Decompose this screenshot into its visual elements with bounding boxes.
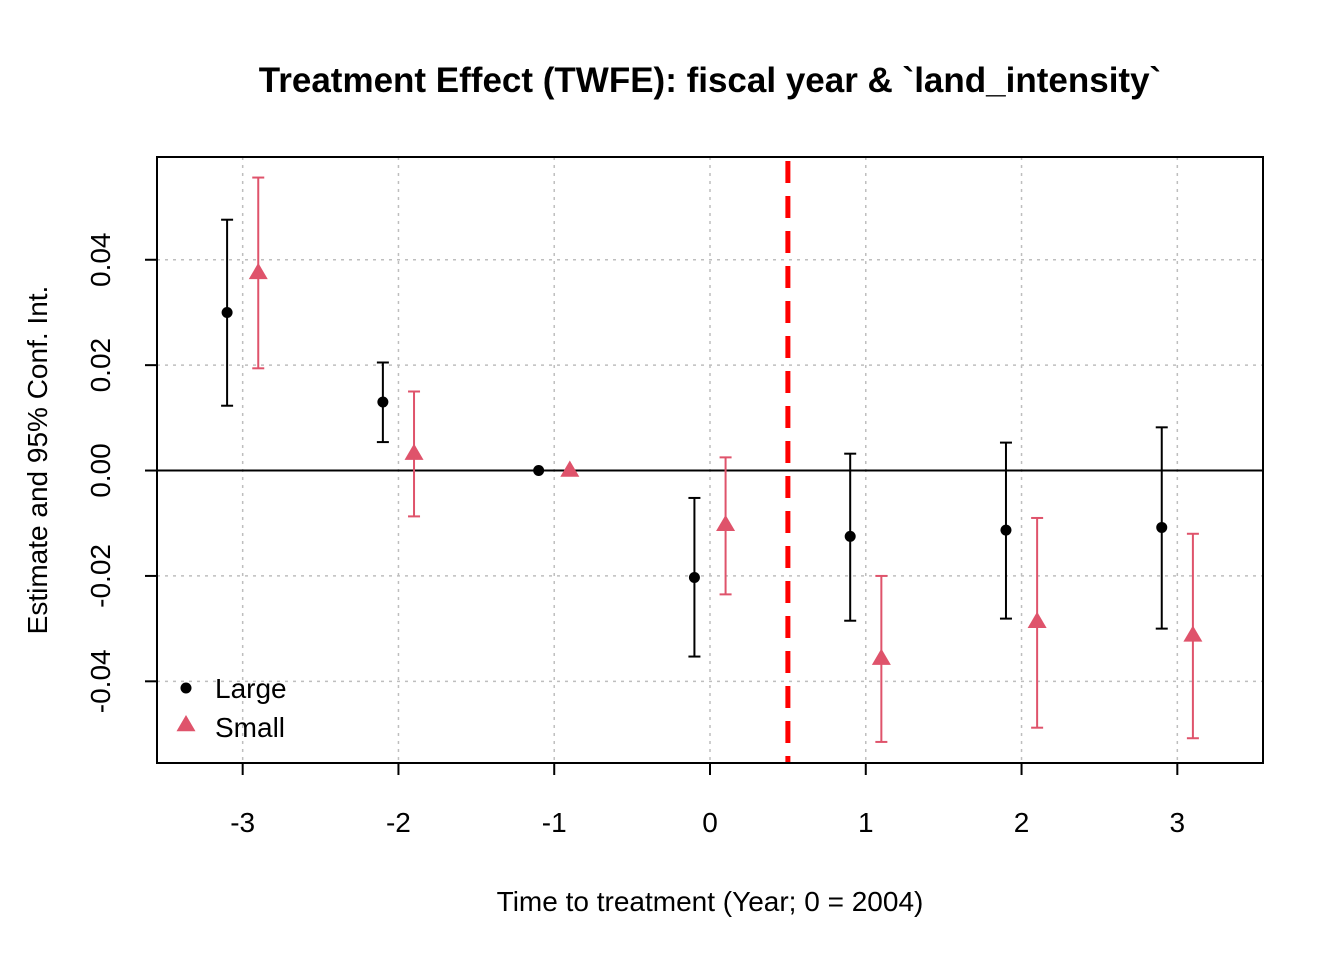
x-tick-label: -1 xyxy=(542,807,567,838)
point-large xyxy=(688,572,700,584)
x-tick-label: -3 xyxy=(230,807,255,838)
point-large xyxy=(1000,524,1012,536)
y-axis-label: Estimate and 95% Conf. Int. xyxy=(22,286,53,635)
y-tick-label: 0.04 xyxy=(85,233,116,288)
point-small xyxy=(404,443,424,460)
data-marks xyxy=(221,176,1203,743)
y-tick-label: 0.02 xyxy=(85,338,116,393)
legend-marker-small xyxy=(176,715,196,732)
point-small xyxy=(560,460,580,477)
x-tick-label: 0 xyxy=(702,807,718,838)
grid xyxy=(157,157,1263,763)
point-small xyxy=(871,648,891,665)
reference-lines xyxy=(157,161,1263,763)
point-large xyxy=(377,396,389,408)
x-tick-label: -2 xyxy=(386,807,411,838)
point-small xyxy=(1027,611,1047,628)
legend: Large Small xyxy=(176,673,287,743)
point-large xyxy=(533,465,545,477)
y-tick-label: 0.00 xyxy=(85,443,116,498)
point-large xyxy=(1156,521,1168,533)
y-tick-label: -0.04 xyxy=(85,649,116,713)
legend-label-small: Small xyxy=(215,712,285,743)
point-large xyxy=(221,306,233,318)
x-axis: -3 -2 -1 0 1 2 3 xyxy=(230,763,1185,838)
x-axis-label: Time to treatment (Year; 0 = 2004) xyxy=(497,886,924,917)
x-tick-label: 1 xyxy=(858,807,874,838)
point-small xyxy=(248,262,268,280)
point-large xyxy=(844,530,856,542)
x-tick-label: 2 xyxy=(1014,807,1030,838)
y-tick-label: -0.02 xyxy=(85,544,116,608)
chart-title: Treatment Effect (TWFE): fiscal year & `… xyxy=(259,61,1161,100)
y-axis: -0.04 -0.02 0.00 0.02 0.04 xyxy=(85,233,157,713)
point-small xyxy=(716,514,736,532)
x-tick-label: 3 xyxy=(1170,807,1186,838)
legend-label-large: Large xyxy=(215,673,287,704)
point-small xyxy=(1183,625,1203,642)
legend-marker-large xyxy=(180,682,192,694)
